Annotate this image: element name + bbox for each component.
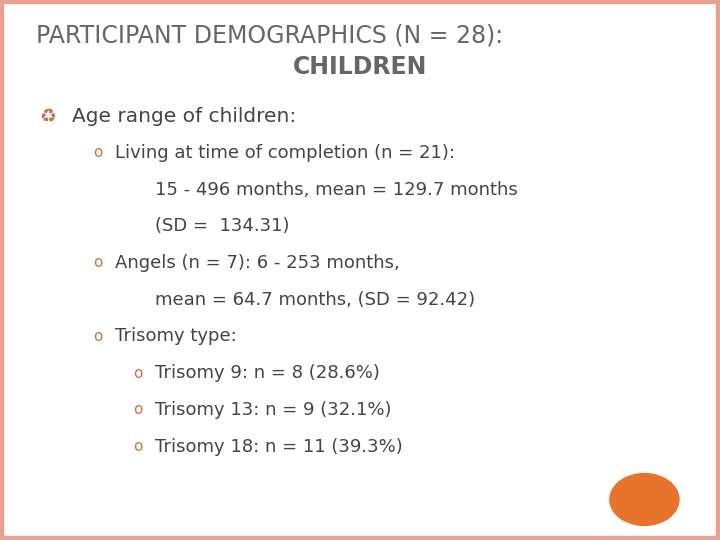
Text: o: o [94, 255, 103, 271]
Text: (SD =  134.31): (SD = 134.31) [155, 217, 289, 235]
Text: PARTICIPANT DEMOGRAPHICS (N = 28):: PARTICIPANT DEMOGRAPHICS (N = 28): [36, 23, 503, 47]
Text: ♻: ♻ [40, 106, 56, 126]
Text: 15 - 496 months, mean = 129.7 months: 15 - 496 months, mean = 129.7 months [155, 180, 518, 199]
Text: o: o [133, 402, 143, 417]
Text: o: o [133, 439, 143, 454]
Text: Living at time of completion (n = 21):: Living at time of completion (n = 21): [115, 144, 455, 162]
Text: Trisomy 13: n = 9 (32.1%): Trisomy 13: n = 9 (32.1%) [155, 401, 391, 419]
Text: Angels (n = 7): 6 - 253 months,: Angels (n = 7): 6 - 253 months, [115, 254, 400, 272]
Text: mean = 64.7 months, (SD = 92.42): mean = 64.7 months, (SD = 92.42) [155, 291, 475, 309]
Text: o: o [133, 366, 143, 381]
Text: Trisomy 9: n = 8 (28.6%): Trisomy 9: n = 8 (28.6%) [155, 364, 379, 382]
Text: o: o [94, 145, 103, 160]
Text: Trisomy type:: Trisomy type: [115, 327, 237, 346]
Text: CHILDREN: CHILDREN [293, 56, 427, 79]
Text: Trisomy 18: n = 11 (39.3%): Trisomy 18: n = 11 (39.3%) [155, 437, 402, 456]
Circle shape [610, 474, 679, 525]
Text: Age range of children:: Age range of children: [72, 106, 296, 126]
Text: o: o [94, 329, 103, 344]
